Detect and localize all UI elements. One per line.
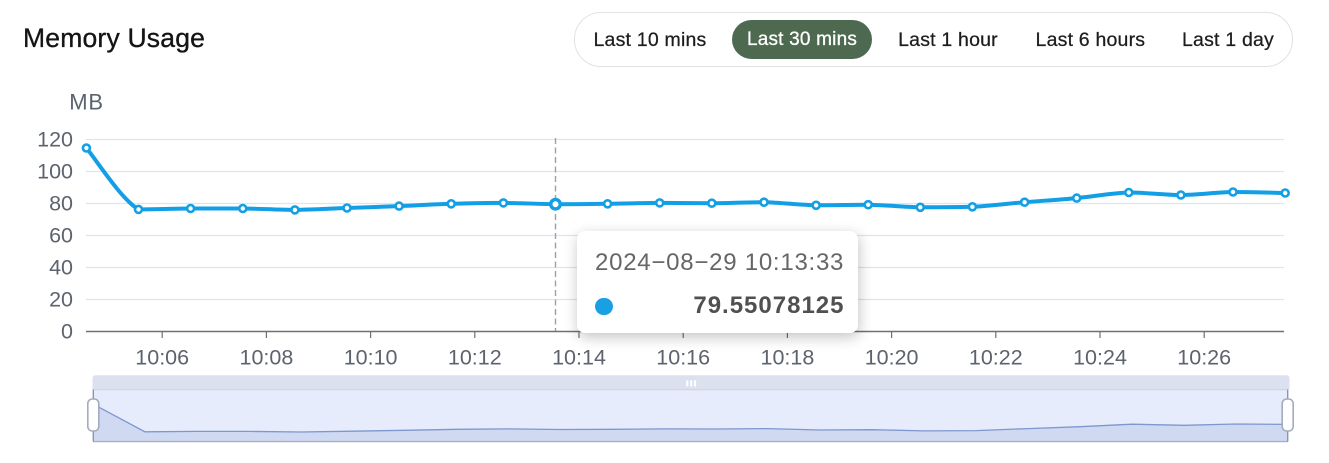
svg-text:10:18: 10:18: [760, 346, 814, 370]
svg-text:0: 0: [61, 320, 73, 344]
svg-text:10:10: 10:10: [344, 346, 398, 370]
svg-text:10:14: 10:14: [552, 346, 606, 370]
svg-text:MB: MB: [69, 90, 104, 115]
svg-text:80: 80: [49, 192, 73, 216]
svg-text:10:12: 10:12: [448, 346, 502, 370]
svg-text:20: 20: [49, 288, 73, 312]
svg-text:10:06: 10:06: [135, 346, 189, 370]
svg-text:100: 100: [37, 160, 73, 184]
svg-text:10:24: 10:24: [1073, 346, 1127, 370]
svg-text:10:22: 10:22: [969, 346, 1023, 370]
svg-text:120: 120: [37, 128, 73, 152]
svg-text:10:26: 10:26: [1177, 346, 1231, 370]
svg-text:10:20: 10:20: [865, 346, 919, 370]
svg-text:60: 60: [49, 224, 73, 248]
svg-text:10:16: 10:16: [656, 346, 710, 370]
svg-text:10:08: 10:08: [239, 346, 293, 370]
svg-text:40: 40: [49, 256, 73, 280]
